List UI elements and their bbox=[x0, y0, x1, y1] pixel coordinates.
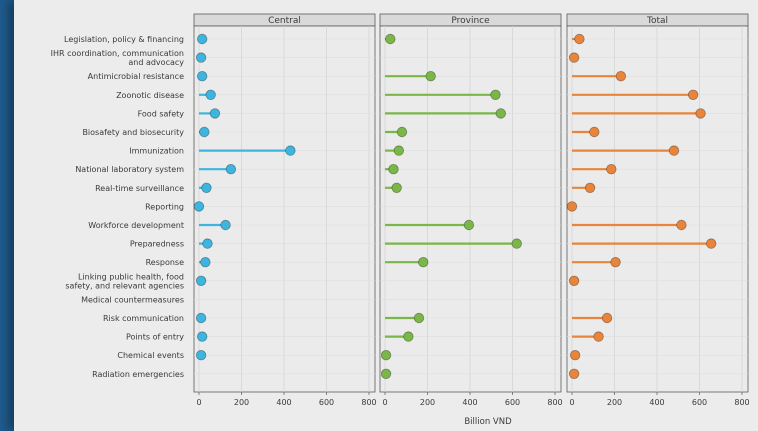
lollipop-point bbox=[380, 368, 392, 380]
lollipop-point bbox=[511, 238, 522, 249]
x-tick-label: 800 bbox=[734, 398, 749, 407]
category-label: Food safety bbox=[138, 109, 185, 118]
lollipop-point bbox=[396, 126, 408, 138]
lollipop-point bbox=[695, 108, 706, 119]
lollipop-point bbox=[593, 331, 604, 342]
x-tick-label: 400 bbox=[276, 398, 291, 407]
lollipop-point bbox=[196, 33, 208, 45]
lollipop-point bbox=[202, 238, 213, 249]
panel-title: Province bbox=[451, 16, 490, 26]
x-tick-label: 200 bbox=[607, 398, 622, 407]
lollipop-point bbox=[196, 331, 208, 342]
lollipop-chart: Legislation, policy & financing IHR coord… bbox=[51, 13, 750, 427]
category-label: Response bbox=[146, 258, 185, 267]
lollipop-point bbox=[196, 70, 208, 82]
x-axis-title: Billion VND bbox=[464, 417, 512, 427]
panel-central: Central 0 200 400 600 800 bbox=[193, 13, 377, 407]
category-label: Reporting bbox=[145, 202, 184, 211]
panel-title: Total bbox=[646, 16, 668, 26]
lollipop-point bbox=[425, 70, 436, 82]
category-label: Workforce development bbox=[88, 221, 184, 230]
x-tick-label: 800 bbox=[547, 398, 562, 407]
lollipop-point bbox=[687, 89, 699, 101]
lollipop-point bbox=[195, 52, 207, 63]
category-label: IHR coordination, communication and advoc… bbox=[51, 49, 185, 67]
lollipop-point bbox=[413, 312, 425, 324]
category-label: Linking public health, food safety, and r… bbox=[65, 272, 184, 290]
lollipop-point bbox=[668, 145, 680, 156]
x-tick-label: 800 bbox=[361, 398, 376, 407]
lollipop-point bbox=[490, 89, 501, 101]
lollipop-point bbox=[569, 350, 581, 361]
x-tick-label: 400 bbox=[649, 398, 664, 407]
category-label: Points of entry bbox=[126, 333, 184, 342]
lollipop-point bbox=[391, 182, 402, 194]
category-label: Zoonotic disease bbox=[116, 91, 184, 100]
panel-total: Total 0 200 400 600 800 bbox=[566, 13, 750, 407]
lollipop-point bbox=[615, 70, 627, 82]
lollipop-point bbox=[463, 219, 475, 231]
category-label: Biosafety and biosecurity bbox=[82, 128, 184, 137]
lollipop-point bbox=[200, 257, 211, 268]
lollipop-point bbox=[568, 275, 580, 287]
x-tick-label: 0 bbox=[382, 398, 387, 407]
x-tick-label: 600 bbox=[319, 398, 334, 407]
panel-plot-area bbox=[566, 25, 749, 393]
category-label: Preparedness bbox=[130, 240, 184, 249]
lollipop-point bbox=[568, 52, 580, 63]
lollipop-point bbox=[589, 126, 600, 138]
x-tick-label: 400 bbox=[462, 398, 477, 407]
lollipop-point bbox=[606, 163, 617, 175]
lollipop-point bbox=[566, 201, 578, 212]
lollipop-point bbox=[584, 182, 596, 194]
category-label: National laboratory system bbox=[75, 165, 184, 174]
lollipop-point bbox=[380, 350, 392, 361]
lollipop-point bbox=[403, 331, 414, 342]
chart-frame: Legislation, policy & financing IHR coord… bbox=[14, 0, 758, 431]
lollipop-point bbox=[285, 145, 296, 156]
x-tick-label: 200 bbox=[234, 398, 249, 407]
lollipop-point bbox=[495, 108, 507, 119]
category-label: Radiation emergencies bbox=[92, 370, 184, 379]
lollipop-point bbox=[195, 275, 207, 287]
category-label: Antimicrobial resistance bbox=[88, 72, 184, 81]
lollipop-point bbox=[193, 201, 205, 212]
panel-plot-area bbox=[193, 25, 376, 393]
lollipop-point bbox=[199, 126, 210, 138]
lollipop-point bbox=[705, 238, 717, 249]
lollipop-point bbox=[195, 312, 207, 324]
category-label: Legislation, policy & financing bbox=[64, 35, 184, 44]
lollipop-point bbox=[385, 33, 396, 45]
x-tick-label: 0 bbox=[196, 398, 201, 407]
x-tick-label: 600 bbox=[692, 398, 707, 407]
lollipop-point bbox=[220, 219, 231, 231]
panel-title: Central bbox=[268, 16, 301, 26]
lollipop-point bbox=[676, 219, 687, 231]
panel-province: Province 0 200 400 600 800 bbox=[379, 13, 563, 407]
x-tick-label: 0 bbox=[569, 398, 574, 407]
category-labels: Legislation, policy & financing IHR coord… bbox=[51, 35, 185, 379]
category-label: Risk communication bbox=[103, 314, 184, 323]
x-tick-label: 200 bbox=[420, 398, 435, 407]
category-label: Medical countermeasures bbox=[81, 295, 184, 304]
lollipop-point bbox=[568, 368, 580, 380]
category-label: Chemical events bbox=[117, 351, 184, 360]
lollipop-point bbox=[574, 33, 585, 45]
lollipop-point bbox=[225, 163, 237, 175]
panel-plot-area bbox=[379, 25, 562, 393]
chart-panels: Central 0 200 400 600 800 Province 0 200 400 600 80… bbox=[193, 13, 750, 407]
x-tick-label: 600 bbox=[505, 398, 520, 407]
lollipop-point bbox=[201, 182, 212, 194]
lollipop-point bbox=[205, 89, 216, 101]
lollipop-point bbox=[209, 108, 221, 119]
lollipop-point bbox=[393, 145, 405, 156]
category-label: Immunization bbox=[129, 147, 184, 156]
lollipop-point bbox=[610, 257, 621, 268]
lollipop-point bbox=[418, 257, 429, 268]
lollipop-point bbox=[195, 350, 207, 361]
lollipop-point bbox=[388, 163, 399, 175]
category-label: Real-time surveillance bbox=[95, 184, 184, 193]
lollipop-point bbox=[601, 312, 613, 324]
